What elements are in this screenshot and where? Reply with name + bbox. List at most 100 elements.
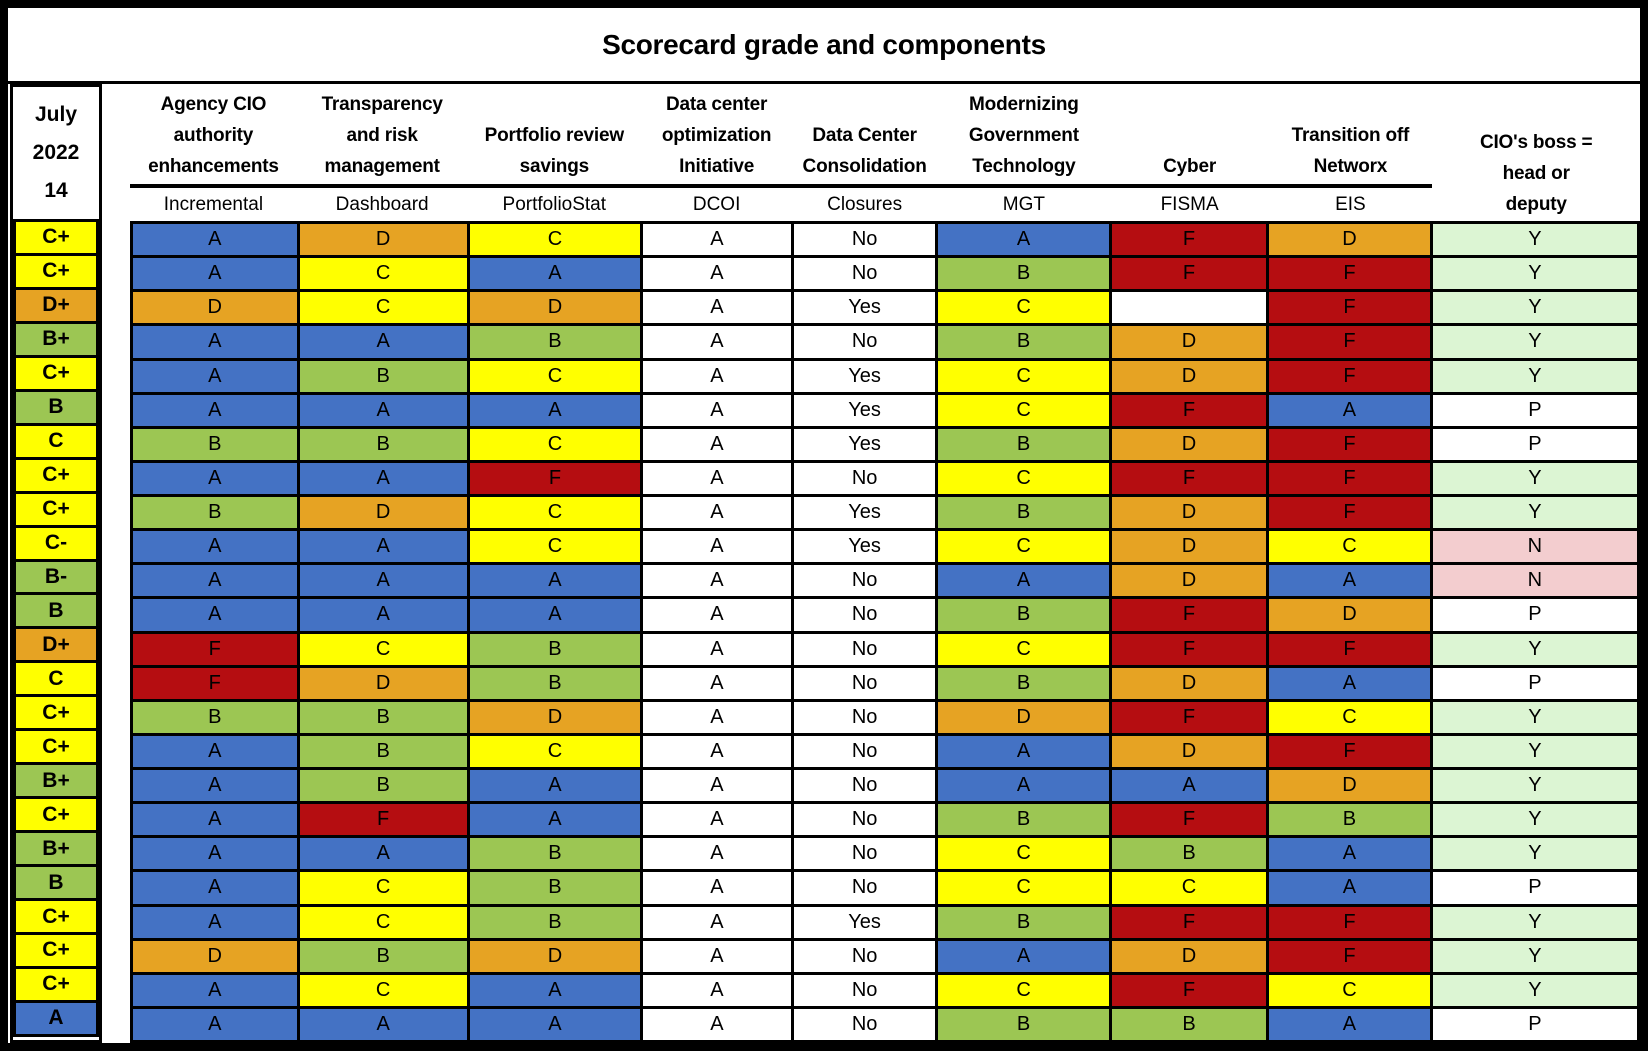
grade-row: A bbox=[13, 999, 99, 1038]
component-grade-cell: B bbox=[466, 664, 644, 702]
column-subheader-fisma: FISMA bbox=[1160, 193, 1219, 215]
component-grade-cell: C bbox=[466, 357, 644, 395]
overall-grade-cell: C+ bbox=[13, 490, 99, 528]
component-grade-cell: B bbox=[466, 835, 644, 873]
component-grade-cell: Y bbox=[1429, 732, 1640, 771]
overall-grade-column: July 2022 14 C+ C+ D+ B+ C+ B C C+ C+ C- B- B D+ C C+ C… bbox=[10, 84, 102, 1043]
table-row: A C A A No B F F Y bbox=[130, 255, 1640, 293]
component-grade-cell: Y bbox=[1429, 357, 1640, 395]
component-grade-cell: D bbox=[296, 220, 470, 259]
component-grade-cell: A bbox=[130, 528, 300, 566]
component-grade-cell: F bbox=[1266, 425, 1433, 463]
component-grade-cell: D bbox=[130, 289, 300, 327]
table-row: B B C A Yes B D F P bbox=[130, 425, 1640, 463]
component-grade-cell: A bbox=[466, 1005, 644, 1043]
grade-row: B+ bbox=[13, 320, 99, 358]
component-grade-cell: Y bbox=[1429, 903, 1640, 941]
column-subheader-portfoliostat: PortfolioStat bbox=[502, 193, 607, 215]
component-grade-cell: A bbox=[640, 493, 794, 532]
component-grade-cell: A bbox=[130, 869, 300, 907]
component-grade-cell: No bbox=[790, 596, 939, 634]
component-grade-cell: A bbox=[640, 289, 794, 327]
table-row: A A A A No B F D P bbox=[130, 596, 1640, 634]
title-bar: Scorecard grade and components bbox=[8, 8, 1640, 84]
component-grade-cell: D bbox=[466, 698, 644, 736]
component-grade-cell: Yes bbox=[790, 493, 939, 532]
components-column: Agency CIO authority enhancements Transp… bbox=[130, 84, 1640, 1043]
grade-row: C+ bbox=[13, 728, 99, 766]
component-grade-cell: C bbox=[296, 903, 470, 941]
component-grade-cell: Y bbox=[1429, 937, 1640, 975]
table-row: A D C A No A F D Y bbox=[130, 220, 1640, 259]
grade-row: C bbox=[13, 422, 99, 460]
component-grade-cell: A bbox=[640, 459, 794, 498]
component-grade-cell: F bbox=[1266, 732, 1433, 771]
component-grade-cell: F bbox=[1108, 596, 1270, 634]
component-grade-cell: B bbox=[296, 766, 470, 805]
component-grade-cell: A bbox=[640, 1005, 794, 1043]
grade-row: C+ bbox=[13, 490, 99, 528]
component-grade-cell: A bbox=[640, 425, 794, 463]
component-grade-cell: A bbox=[640, 562, 794, 600]
column-header-row: Agency CIO authority enhancements Transp… bbox=[130, 84, 1640, 182]
component-grade-cell: A bbox=[130, 835, 300, 873]
component-grade-cell: B bbox=[935, 255, 1112, 293]
component-grade-cell: B bbox=[130, 425, 300, 463]
component-grade-cell: C bbox=[935, 459, 1112, 498]
component-grade-cell: Y bbox=[1429, 220, 1640, 259]
component-grade-cell: A bbox=[130, 732, 300, 771]
grade-row: C+ bbox=[13, 252, 99, 290]
component-grade-cell: B bbox=[935, 425, 1112, 463]
component-grade-cell: F bbox=[466, 459, 644, 498]
grade-row: B+ bbox=[13, 762, 99, 800]
component-grade-cell: A bbox=[640, 630, 794, 668]
grade-row: B bbox=[13, 388, 99, 426]
column-subheader-eis: EIS bbox=[1335, 193, 1366, 215]
component-grade-cell: D bbox=[466, 289, 644, 327]
component-grade-cell: F bbox=[296, 801, 470, 839]
component-grade-cell: B bbox=[935, 1005, 1112, 1043]
component-grade-cell: A bbox=[296, 562, 470, 600]
component-grade-cell: B bbox=[466, 323, 644, 361]
table-row: A B C A Yes C D F Y bbox=[130, 357, 1640, 395]
component-grade-cell: C bbox=[466, 493, 644, 532]
component-grade-cell: Yes bbox=[790, 289, 939, 327]
component-grade-cell: P bbox=[1429, 664, 1640, 702]
table-row: D C D A Yes C F Y bbox=[130, 289, 1640, 327]
page-title: Scorecard grade and components bbox=[602, 28, 1046, 60]
overall-grade-cell: A bbox=[13, 999, 99, 1038]
component-grade-cell: F bbox=[1266, 630, 1433, 668]
component-grade-cell: B bbox=[935, 493, 1112, 532]
overall-grade-cell: C+ bbox=[13, 796, 99, 834]
component-grade-cell: Yes bbox=[790, 357, 939, 395]
component-grade-cell: Yes bbox=[790, 391, 939, 429]
overall-grade-cell: C+ bbox=[13, 354, 99, 392]
overall-grade-cell: C bbox=[13, 660, 99, 698]
overall-grade-cell: C+ bbox=[13, 932, 99, 969]
component-grade-cell: No bbox=[790, 220, 939, 259]
overall-grade-cell: C+ bbox=[13, 965, 99, 1003]
component-grade-cell: No bbox=[790, 766, 939, 805]
component-grade-cell: Y bbox=[1429, 493, 1640, 532]
component-grade-cell: B bbox=[130, 698, 300, 736]
component-grade-cell: D bbox=[1108, 664, 1270, 702]
component-grade-cell: A bbox=[640, 323, 794, 361]
column-header-cio-authority: Agency CIO authority enhancements bbox=[148, 94, 279, 177]
component-grade-cell: P bbox=[1429, 596, 1640, 634]
component-grade-cell: B bbox=[935, 664, 1112, 702]
component-grade-cell: F bbox=[130, 630, 300, 668]
grade-row: D+ bbox=[13, 626, 99, 664]
component-grade-cell: No bbox=[790, 630, 939, 668]
overall-grade-cell: C+ bbox=[13, 456, 99, 494]
overall-grade-cell: D+ bbox=[13, 286, 99, 324]
component-grade-cell: D bbox=[1108, 323, 1270, 361]
component-grade-cell: F bbox=[1266, 323, 1433, 361]
component-grade-cell: C bbox=[935, 869, 1112, 907]
component-grade-cell: C bbox=[1266, 698, 1433, 736]
component-grade-cell: P bbox=[1429, 1005, 1640, 1043]
component-grade-cell: D bbox=[1108, 937, 1270, 975]
component-grade-cell: F bbox=[1108, 391, 1270, 429]
column-gutter bbox=[102, 84, 130, 1043]
component-grade-cell: B bbox=[935, 323, 1112, 361]
overall-grade-cell: C+ bbox=[13, 219, 99, 256]
